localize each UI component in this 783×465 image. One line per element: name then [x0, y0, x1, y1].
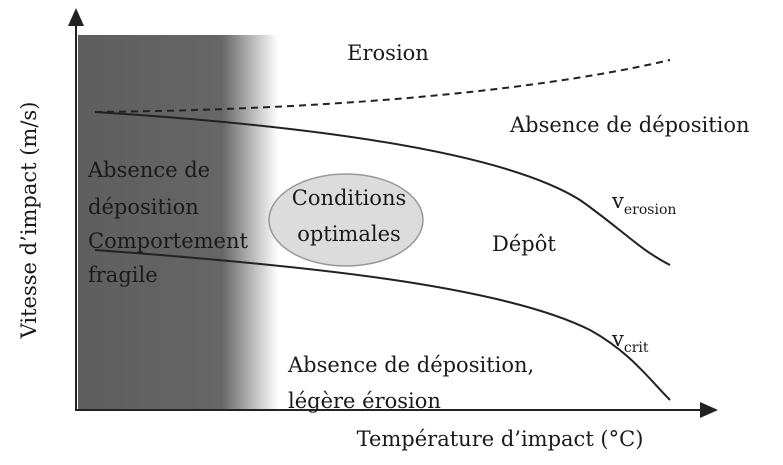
x-axis-label: Température d’impact (°C): [357, 427, 644, 451]
critical-curve: [94, 249, 671, 401]
region-label: Absence de déposition: [509, 113, 750, 137]
region-label: Dépôt: [492, 232, 556, 256]
curve-label: verosion: [611, 189, 676, 218]
curve-symbol: v: [611, 327, 624, 351]
region-label: légère érosion: [288, 389, 441, 413]
region-label: Erosion: [347, 41, 429, 65]
y-axis-label: Vitesse d’impact (m/s): [17, 102, 41, 340]
curve-subscript: erosion: [624, 202, 677, 218]
erosion-curve: [94, 111, 671, 266]
region-label: Comportement: [88, 229, 248, 253]
optimal-zone: [268, 173, 424, 267]
region-label: optimales: [297, 222, 401, 246]
region-label: fragile: [88, 263, 158, 287]
curve-label: vcrit: [611, 327, 649, 356]
curve-symbol: v: [611, 189, 624, 213]
dashed-curve: [94, 59, 671, 113]
region-label: Absence de: [87, 158, 210, 182]
region-label: Absence de déposition,: [287, 353, 534, 377]
curve-subscript: crit: [624, 340, 649, 356]
region-label: Conditions: [292, 186, 407, 210]
region-label: déposition: [88, 195, 199, 219]
brittle-region: [78, 35, 278, 410]
